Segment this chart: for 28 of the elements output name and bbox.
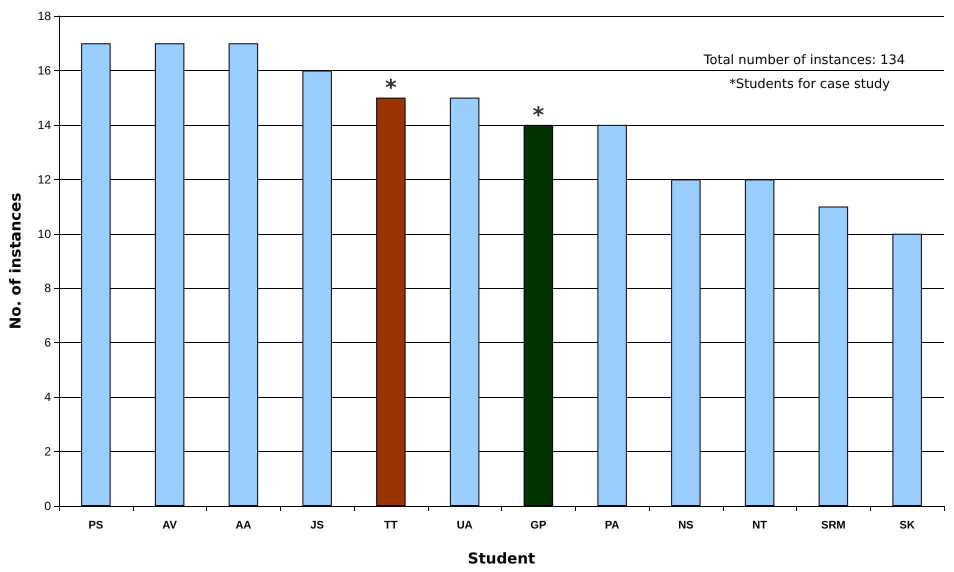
annotation: *Students for case study [729, 77, 890, 92]
y-axis-title: No. of instances [6, 192, 24, 330]
x-tick-label: TT [384, 520, 398, 532]
x-tick-label: PS [88, 520, 104, 532]
x-tick-label: GP [530, 520, 546, 532]
x-tick-label: JS [310, 520, 324, 532]
x-axis-title: Student [468, 550, 536, 568]
y-tick-label: 18 [38, 9, 52, 23]
x-tick-label: SK [899, 520, 915, 532]
y-tick-label: 0 [44, 499, 52, 513]
y-tick-label: 12 [38, 172, 52, 186]
y-tick-label: 14 [38, 118, 52, 132]
annotation: * [385, 76, 398, 102]
y-tick-label: 4 [44, 390, 52, 404]
x-tick-label: AV [162, 520, 178, 532]
y-tick-label: 6 [44, 336, 52, 350]
y-tick-label: 16 [38, 63, 52, 78]
x-tick-label: UA [456, 520, 473, 532]
x-tick-label: SRM [821, 520, 846, 532]
x-tick-label: NS [678, 520, 694, 532]
y-tick-label: 8 [44, 281, 52, 296]
annotation: * [532, 103, 545, 128]
y-tick-label: 2 [44, 444, 52, 459]
y-tick-label: 10 [38, 226, 52, 241]
annotation: Total number of instances: 134 [702, 53, 906, 68]
x-tick-label: AA [235, 520, 252, 532]
x-tick-label: NT [752, 520, 768, 532]
x-tick-label: PA [604, 520, 620, 532]
